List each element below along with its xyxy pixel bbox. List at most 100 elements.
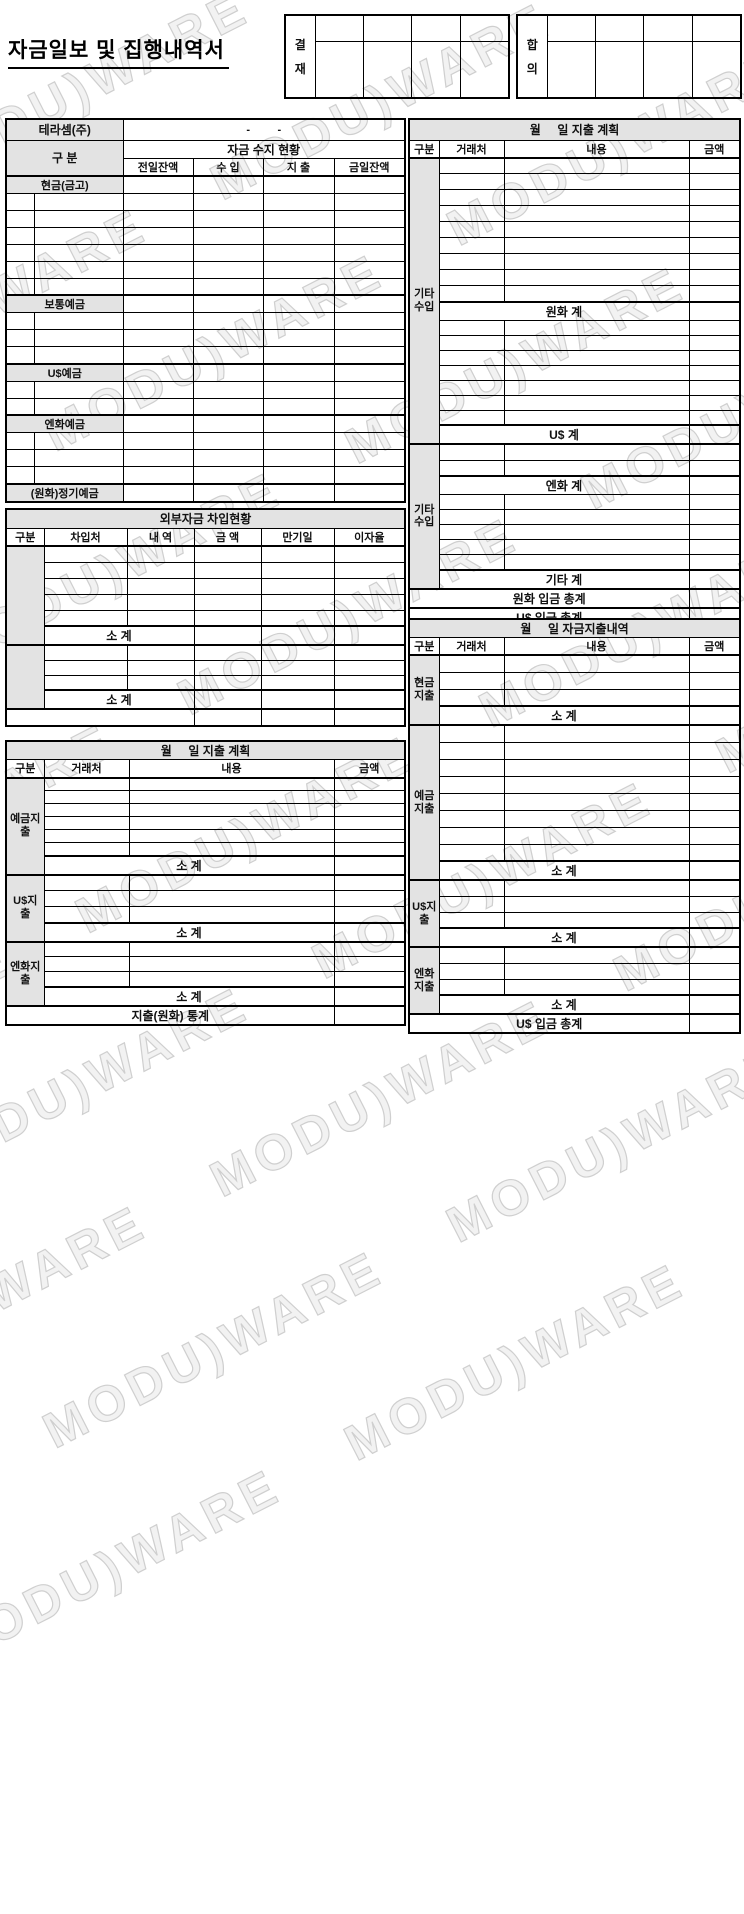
empty-cell [333,346,406,364]
column-header: 만기일 [260,527,335,547]
empty-cell [33,449,124,467]
table-row [409,253,741,270]
empty-cell [192,362,264,382]
empty-cell [122,312,194,330]
empty-cell [688,654,741,673]
empty-cell [33,432,124,450]
empty-cell [260,545,335,563]
empty-cell [642,14,693,42]
empty-cell [503,962,690,980]
empty-cell [260,644,335,661]
table-row: 현금(금고) [5,174,406,194]
empty-cell [688,205,741,222]
empty-cell [688,539,741,555]
empty-cell [438,741,505,760]
empty-cell [122,414,194,433]
empty-cell [33,226,124,245]
empty-cell [333,312,406,330]
empty-cell [438,879,505,897]
empty-cell [503,221,690,238]
empty-cell [192,449,264,467]
empty-cell [193,708,262,727]
empty-cell [122,466,194,484]
empty-cell [438,157,505,174]
empty-cell [192,260,264,279]
table-row: 소 계 [6,985,406,1006]
subtotal-label: 소 계 [438,705,690,726]
group-label-usd-out: U$지출 [5,873,45,942]
empty-cell [503,459,690,477]
empty-cell [333,577,406,595]
empty-cell [126,593,195,611]
empty-cell [5,346,35,364]
empty-cell [503,509,690,525]
empty-cell [503,879,690,897]
empty-cell [43,777,130,791]
empty-cell [5,312,35,330]
empty-cell [333,561,406,579]
table-row: 구분 거래처 내용 금액 [5,759,406,779]
column-header: 차입처 [43,527,128,547]
empty-cell [688,509,741,525]
table-row [409,205,741,222]
empty-cell [43,577,128,595]
empty-cell [333,449,406,467]
group-cell [5,644,45,710]
table-row: U$지출 [5,873,406,942]
empty-cell [438,688,505,707]
empty-cell [688,724,741,743]
table-row [6,906,406,923]
subtotal-label: 소 계 [43,985,335,1006]
empty-cell [333,243,406,262]
empty-cell [333,226,406,245]
table-row [409,688,741,707]
empty-cell [33,329,124,347]
empty-cell [262,329,335,347]
empty-cell [43,842,130,856]
table-row: 기타 계 [409,568,741,589]
empty-cell [5,226,35,245]
table-row [6,790,406,804]
table-row [409,826,741,845]
subtotal-label-usd: U$ 계 [438,424,690,445]
empty-cell [128,890,335,907]
empty-cell [438,349,505,366]
empty-cell [262,397,335,416]
empty-cell [260,609,335,627]
empty-cell [260,625,335,646]
empty-cell [193,561,262,579]
empty-cell [43,816,130,830]
empty-cell [438,843,505,862]
empty-cell [260,561,335,579]
table-row: 소 계 [409,705,741,726]
column-header: 지 출 [262,157,335,177]
empty-cell [503,237,690,254]
empty-cell [193,593,262,611]
table-row [409,364,741,381]
empty-cell [122,346,194,364]
table-row: 구분 거래처 내용 금액 [408,139,741,159]
table-row: 구분 차입처 내 역 금 액 만기일 이자율 [5,527,406,547]
empty-cell [128,940,335,957]
empty-cell [262,466,335,484]
empty-cell [503,494,690,510]
empty-cell [688,300,741,321]
empty-cell [192,226,264,245]
table-row: 소 계 [409,994,741,1015]
table-row [6,890,406,907]
empty-cell [33,346,124,364]
empty-cell [43,890,130,907]
empty-cell [262,192,335,211]
empty-cell [438,758,505,777]
table-row [6,609,406,627]
table-row [409,671,741,690]
empty-cell [333,260,406,279]
document-page: { "page": { "title": "자금일보 및 집행내역서", "wa… [0,0,744,1678]
empty-cell [333,209,406,228]
empty-cell [128,956,335,972]
empty-cell [333,829,406,843]
empty-cell [43,906,130,923]
empty-cell [128,829,335,843]
table-row [6,829,406,843]
table-row [6,561,406,579]
